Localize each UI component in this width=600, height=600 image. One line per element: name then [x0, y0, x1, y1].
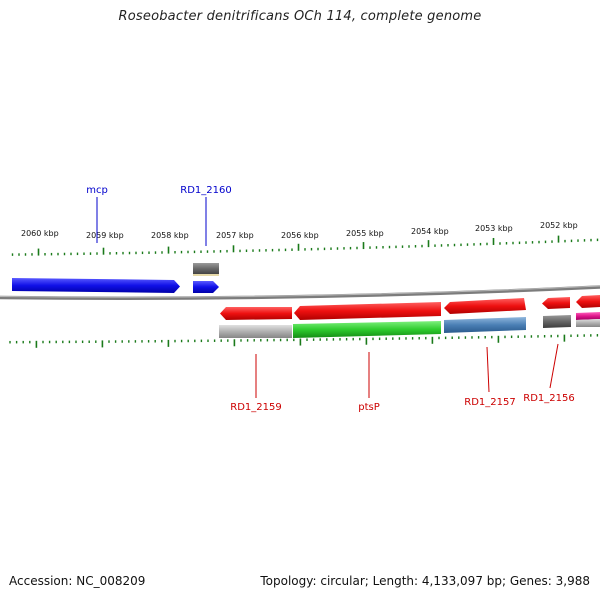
scale-labels: 2060 kbp 2059 kbp 2058 kbp 2057 kbp 2056…: [21, 221, 578, 240]
feature-partial-right-silver[interactable]: [576, 319, 600, 327]
scale-label-2056: 2056 kbp: [281, 231, 319, 240]
label-ptsp[interactable]: ptsP: [358, 402, 380, 413]
gene-ptsp[interactable]: [294, 302, 441, 320]
scale-label-2054: 2054 kbp: [411, 227, 449, 236]
label-rd1-2160[interactable]: RD1_2160: [180, 185, 231, 196]
scale-label-2060: 2060 kbp: [21, 229, 59, 238]
gene-labels: mcp RD1_2160 RD1_2159 ptsP RD1_2157 RD1_…: [86, 185, 575, 413]
feature-rd1-2159[interactable]: [219, 325, 292, 338]
feature-partial-right-magenta[interactable]: [576, 312, 600, 320]
leader-rd1-2156: [549, 343, 559, 389]
label-rd1-2159[interactable]: RD1_2159: [230, 402, 281, 413]
feature-rd1-2157[interactable]: [444, 317, 526, 333]
label-rd1-2157[interactable]: RD1_2157: [464, 397, 515, 408]
gene-rd1-2160[interactable]: [193, 281, 219, 293]
genome-backbone-highlight: [0, 285, 600, 298]
gene-mcp[interactable]: [12, 278, 180, 293]
scale-label-2059: 2059 kbp: [86, 231, 124, 240]
label-rd1-2156[interactable]: RD1_2156: [523, 393, 574, 404]
gene-rd1-2159[interactable]: [220, 307, 292, 320]
scale-label-2053: 2053 kbp: [475, 224, 513, 233]
gene-rd1-2160-cds-edge: [193, 274, 219, 276]
gene-rd1-2157[interactable]: [444, 298, 526, 314]
gene-rd1-2160-cds[interactable]: [193, 263, 219, 275]
scale-ticks-top: [11, 235, 599, 256]
leader-rd1-2157: [486, 346, 490, 393]
feature-ptsp[interactable]: [293, 321, 441, 338]
topology-text: Topology: circular; Length: 4,133,097 bp…: [260, 574, 590, 588]
accession-text: Accession: NC_008209: [9, 574, 146, 588]
feature-rd1-2156[interactable]: [543, 315, 571, 328]
page-title: Roseobacter denitrificans OCh 114, compl…: [118, 9, 482, 24]
scale-label-2055: 2055 kbp: [346, 229, 384, 238]
scale-ticks-bottom: [9, 334, 599, 348]
scale-label-2052: 2052 kbp: [540, 221, 578, 230]
gene-partial-right[interactable]: [576, 295, 600, 308]
gene-rd1-2156[interactable]: [542, 297, 570, 309]
genome-backbone: [0, 285, 600, 300]
leader-lines: [96, 197, 559, 398]
scale-label-2058: 2058 kbp: [151, 231, 189, 240]
scale-label-2057: 2057 kbp: [216, 231, 254, 240]
label-mcp[interactable]: mcp: [86, 185, 108, 196]
